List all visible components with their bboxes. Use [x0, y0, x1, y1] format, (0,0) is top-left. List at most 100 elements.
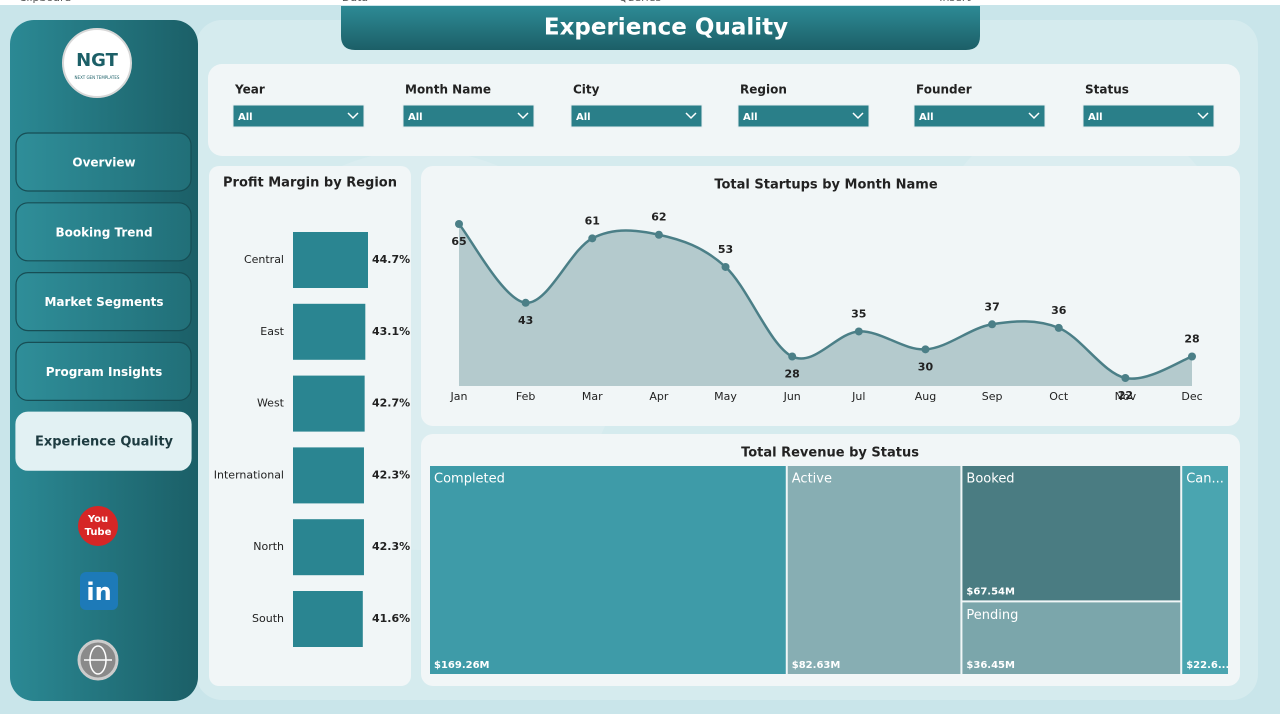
tile-value: $67.54M [966, 586, 1015, 597]
point [588, 234, 597, 243]
filter-label: Month Name [405, 83, 491, 97]
value-label: 43.1% [372, 325, 410, 338]
dropdown-chevron [1197, 112, 1209, 120]
nav-label: Market Segments [44, 295, 163, 309]
tile-value: $22.6... [1186, 660, 1229, 671]
filter-label: Founder [916, 83, 972, 97]
point [521, 298, 530, 307]
value-label: 28 [1184, 333, 1199, 346]
linkedin-icon[interactable] [80, 572, 118, 610]
filter-dropdown[interactable] [570, 104, 703, 128]
filter-label: Status [1085, 83, 1129, 97]
dropdown-chevron [517, 112, 529, 120]
value-label: 44.7% [372, 253, 410, 266]
value-label: 53 [718, 243, 733, 256]
nav-label: Experience Quality [35, 435, 174, 450]
youtube-text: You [87, 514, 108, 525]
tile-name: Can... [1186, 472, 1224, 487]
value-label: 28 [785, 368, 800, 381]
x-tick-label: Oct [1049, 390, 1069, 403]
youtube-text: Tube [85, 527, 112, 538]
tile-name: Booked [966, 472, 1014, 487]
dropdown-chevron [685, 112, 697, 120]
value-label: 35 [851, 307, 866, 320]
ribbon-label: Queries [619, 0, 662, 4]
category-label: Central [244, 253, 284, 266]
nav-label: Program Insights [46, 365, 163, 379]
tile-value: $36.45M [966, 660, 1015, 671]
title-bar [341, 6, 980, 50]
ribbon-label: Data [342, 0, 368, 4]
value-label: 37 [984, 300, 999, 313]
value-label: 42.7% [372, 397, 410, 410]
filter-value: All [743, 112, 758, 123]
social-icons: You Tube in [77, 506, 119, 681]
value-label: 43 [518, 314, 533, 327]
linkedin-text: in [86, 578, 111, 606]
filter-card [208, 64, 1240, 156]
area [459, 224, 1192, 386]
ribbon-label: Clipboard [19, 0, 72, 4]
x-tick-label: Nov [1115, 390, 1137, 403]
bar [293, 303, 366, 360]
youtube-icon[interactable] [78, 506, 118, 546]
x-tick-label: May [714, 390, 737, 403]
bar [293, 519, 364, 576]
treemap-tile [430, 466, 786, 674]
tile-name: Completed [434, 472, 505, 487]
filter-value: All [1088, 112, 1103, 123]
ribbon-label: Insert [939, 0, 971, 4]
value-label: 61 [585, 214, 600, 227]
bar [293, 591, 363, 647]
nav-button[interactable] [15, 411, 192, 471]
filter-dropdown[interactable] [402, 104, 535, 128]
point [854, 327, 863, 336]
logo-caption: NEXT GEN TEMPLATES [75, 75, 120, 80]
nav-label: Overview [72, 156, 135, 170]
bar [293, 375, 365, 432]
point [921, 345, 930, 354]
filter-value: All [408, 112, 423, 123]
dropdown-chevron [347, 112, 359, 120]
tile-value: $82.63M [792, 660, 841, 671]
filter-value: All [576, 112, 591, 123]
point [455, 220, 463, 228]
bar [293, 447, 364, 504]
x-tick-label: Jul [851, 390, 865, 403]
chart-title: Profit Margin by Region [223, 176, 397, 191]
treemap-tile [787, 466, 961, 674]
logo-mark: NGT [76, 50, 119, 71]
category-label: West [257, 397, 285, 410]
treemap-tile [962, 466, 1181, 601]
filter-dropdown[interactable] [1082, 104, 1215, 128]
x-tick-label: Sep [982, 390, 1003, 403]
filter-dropdown[interactable] [232, 104, 365, 128]
point [721, 262, 730, 271]
filter-dropdown[interactable] [737, 104, 870, 128]
value-label: 42.3% [372, 468, 410, 481]
nav-button[interactable] [15, 132, 192, 192]
page-title: Experience Quality [544, 15, 788, 41]
point [654, 230, 663, 239]
filter-value: All [919, 112, 934, 123]
ribbon-strip [0, 0, 1280, 5]
category-label: South [252, 612, 284, 625]
point [988, 320, 997, 329]
tile-name: Active [792, 472, 832, 487]
nav-button[interactable] [15, 272, 192, 332]
value-label: 62 [651, 211, 666, 224]
x-tick-label: Feb [516, 390, 535, 403]
x-tick-label: Mar [582, 390, 603, 403]
nav-button[interactable] [15, 202, 192, 262]
value-label: 42.3% [372, 540, 410, 553]
nav-label: Booking Trend [55, 225, 152, 239]
logo [62, 28, 132, 98]
chart-title: Total Startups by Month Name [714, 178, 937, 193]
tile-value: $169.26M [434, 660, 490, 671]
filter-dropdown[interactable] [913, 104, 1046, 128]
category-label: East [260, 325, 284, 338]
filter-label: Region [740, 83, 787, 97]
point [1121, 374, 1130, 382]
nav-button[interactable] [15, 341, 192, 401]
